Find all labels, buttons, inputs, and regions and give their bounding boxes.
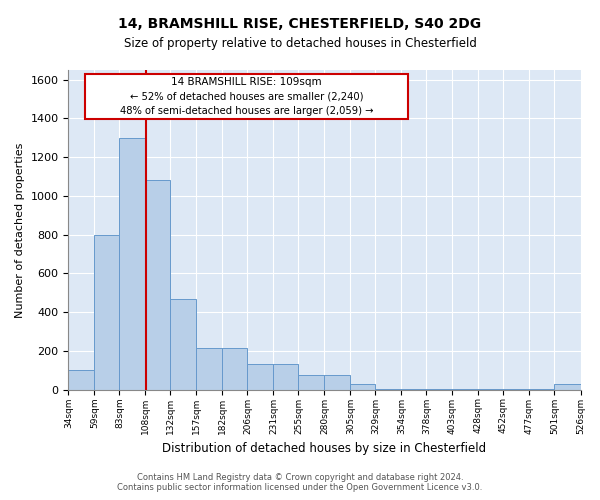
Bar — [401, 388, 427, 390]
Bar — [298, 375, 325, 390]
Bar — [427, 388, 452, 390]
Bar — [350, 384, 376, 390]
Bar — [478, 388, 503, 390]
Bar — [452, 388, 478, 390]
X-axis label: Distribution of detached houses by size in Chesterfield: Distribution of detached houses by size … — [163, 442, 487, 455]
Bar — [85, 74, 408, 120]
Text: 14, BRAMSHILL RISE, CHESTERFIELD, S40 2DG: 14, BRAMSHILL RISE, CHESTERFIELD, S40 2D… — [118, 18, 482, 32]
Bar — [223, 348, 247, 390]
Bar — [529, 388, 554, 390]
Text: 14 BRAMSHILL RISE: 109sqm: 14 BRAMSHILL RISE: 109sqm — [171, 77, 322, 87]
Bar — [503, 388, 529, 390]
Text: Contains HM Land Registry data © Crown copyright and database right 2024.
Contai: Contains HM Land Registry data © Crown c… — [118, 473, 482, 492]
Text: Size of property relative to detached houses in Chesterfield: Size of property relative to detached ho… — [124, 38, 476, 51]
Bar — [247, 364, 274, 390]
Bar — [554, 384, 581, 390]
Text: ← 52% of detached houses are smaller (2,240): ← 52% of detached houses are smaller (2,… — [130, 92, 363, 102]
Bar — [119, 138, 145, 390]
Bar — [170, 298, 196, 390]
Bar — [196, 348, 223, 390]
Bar — [68, 370, 94, 390]
Bar — [94, 234, 119, 390]
Y-axis label: Number of detached properties: Number of detached properties — [15, 142, 25, 318]
Bar — [325, 375, 350, 390]
Bar — [376, 388, 401, 390]
Text: 48% of semi-detached houses are larger (2,059) →: 48% of semi-detached houses are larger (… — [119, 106, 373, 116]
Bar — [145, 180, 170, 390]
Bar — [274, 364, 298, 390]
